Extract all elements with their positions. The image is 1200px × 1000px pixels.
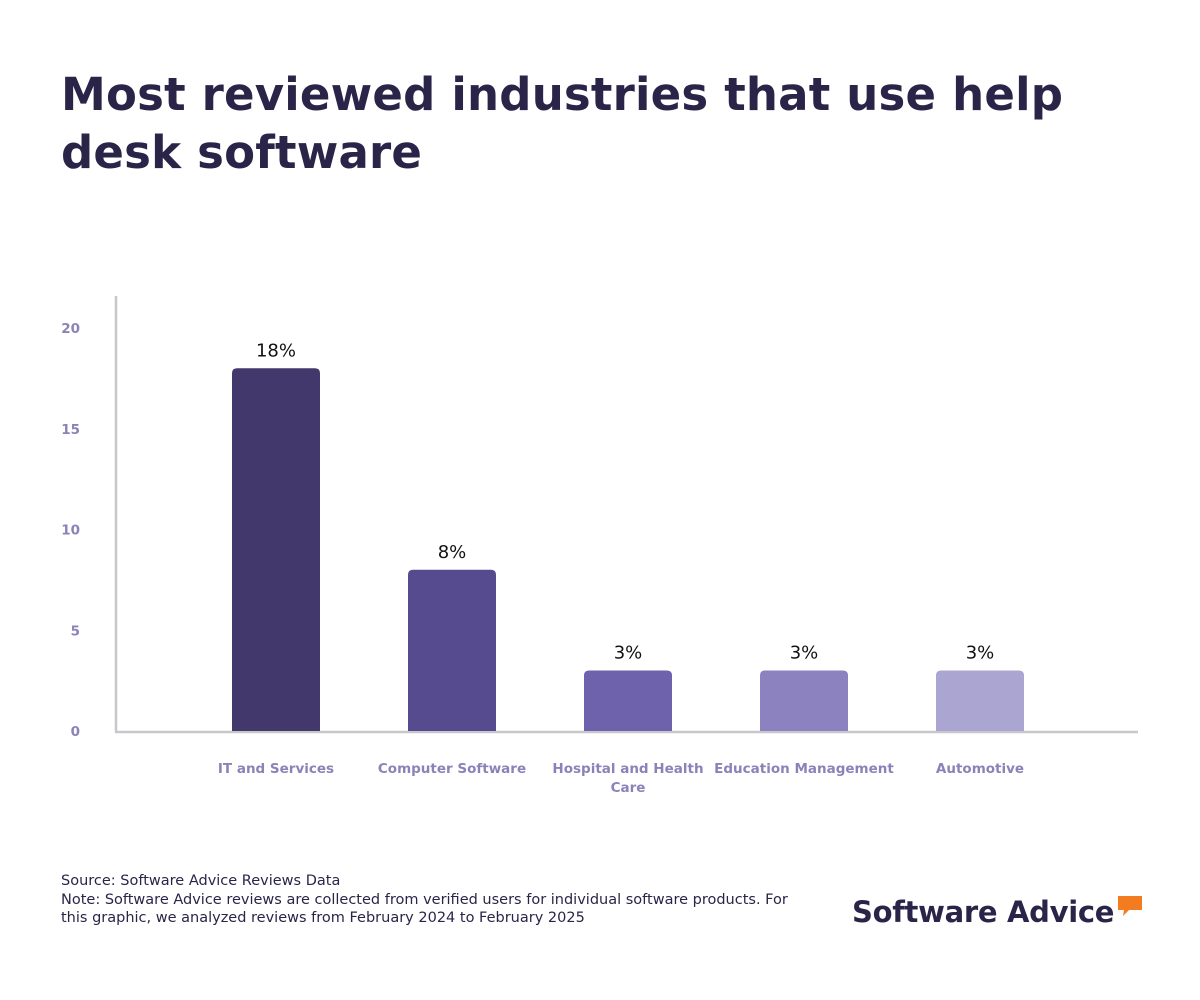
y-tick-label: 10: [61, 523, 80, 539]
bar: [232, 368, 320, 731]
logo-text: Software Advice: [852, 895, 1115, 929]
software-advice-logo: Software Advice: [852, 894, 1143, 930]
y-tick-label: 20: [61, 321, 80, 337]
chart-axes: [114, 296, 1138, 734]
data-label: 8%: [438, 542, 467, 563]
bars: [232, 368, 1024, 731]
data-label: 3%: [966, 643, 995, 664]
x-tick-label: Care: [611, 780, 646, 796]
bar: [408, 569, 496, 731]
data-label: 18%: [256, 340, 296, 361]
note-text: Note: Software Advice reviews are collec…: [61, 891, 788, 927]
data-label: 3%: [790, 643, 819, 664]
x-tick-label: IT and Services: [218, 761, 334, 777]
chart-title: Most reviewed industries that use help d…: [61, 68, 1064, 179]
x-tick-label: Automotive: [936, 761, 1024, 777]
y-tick-label: 5: [71, 623, 80, 639]
data-label: 3%: [614, 643, 643, 664]
source-text: Source: Software Advice Reviews Data: [61, 873, 341, 889]
y-axis-ticks: 0 5 10 15 20: [61, 321, 80, 740]
bar: [936, 670, 1024, 731]
x-tick-label: Hospital and Health: [552, 761, 703, 777]
speech-bubble-icon: [1117, 895, 1143, 923]
bar: [584, 670, 672, 731]
x-tick-label: Computer Software: [378, 761, 526, 777]
y-tick-label: 0: [71, 724, 80, 740]
x-tick-label: Education Management: [714, 761, 894, 777]
x-axis-ticks: IT and Services Computer Software Hospital…: [218, 761, 1024, 796]
y-tick-label: 15: [61, 422, 80, 438]
bar: [760, 670, 848, 731]
data-labels: 18% 8% 3% 3% 3%: [256, 340, 994, 663]
footer: Source: Software Advice Reviews Data Not…: [61, 872, 801, 928]
